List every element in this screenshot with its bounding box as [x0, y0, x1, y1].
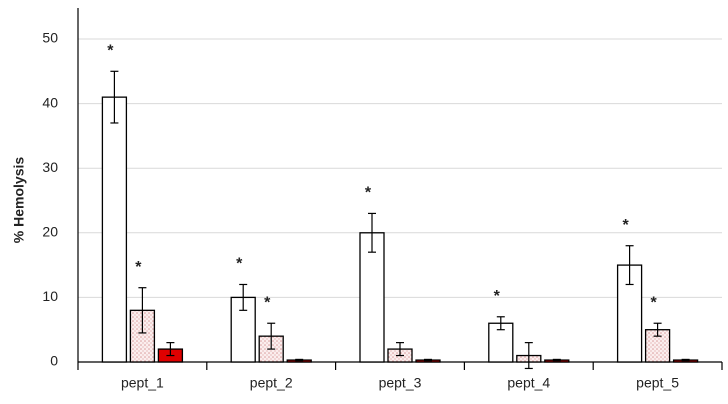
x-tick-label: pept_4: [507, 375, 550, 391]
significance-marker: *: [365, 185, 372, 202]
bar: [101, 96, 128, 363]
bar: [616, 264, 643, 363]
y-tick-label: 50: [42, 30, 58, 46]
y-tick-label: 20: [42, 224, 58, 240]
significance-marker: *: [650, 294, 657, 311]
x-tick-label: pept_2: [250, 375, 293, 391]
x-tick-label: pept_3: [379, 375, 422, 391]
significance-marker: *: [135, 259, 142, 276]
significance-marker: *: [622, 217, 629, 234]
x-tick-label: pept_1: [121, 375, 164, 391]
y-tick-label: 40: [42, 94, 58, 110]
significance-marker: *: [236, 256, 243, 273]
y-tick-label: 0: [50, 353, 58, 369]
y-tick-label: 10: [42, 288, 58, 304]
significance-marker: *: [494, 288, 501, 305]
y-axis-label: % Hemolysis: [11, 157, 27, 244]
x-tick-label: pept_5: [636, 375, 679, 391]
significance-marker: *: [107, 43, 114, 60]
y-tick-label: 30: [42, 159, 58, 175]
significance-marker: *: [264, 294, 271, 311]
